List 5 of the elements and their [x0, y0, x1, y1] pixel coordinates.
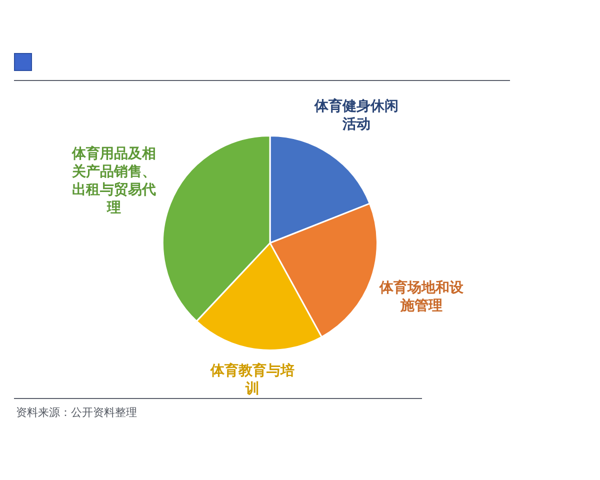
slice-label: 体育教育与培训 — [210, 362, 295, 397]
text: 资料来源：公开资料整理 — [16, 405, 137, 420]
slice-label: 体育健身休闲活动 — [313, 97, 398, 132]
slice-label: 体育场地和设施管理 — [378, 279, 464, 314]
slice-label: 体育用品及相关产品销售、出租与贸易代理 — [71, 144, 156, 216]
